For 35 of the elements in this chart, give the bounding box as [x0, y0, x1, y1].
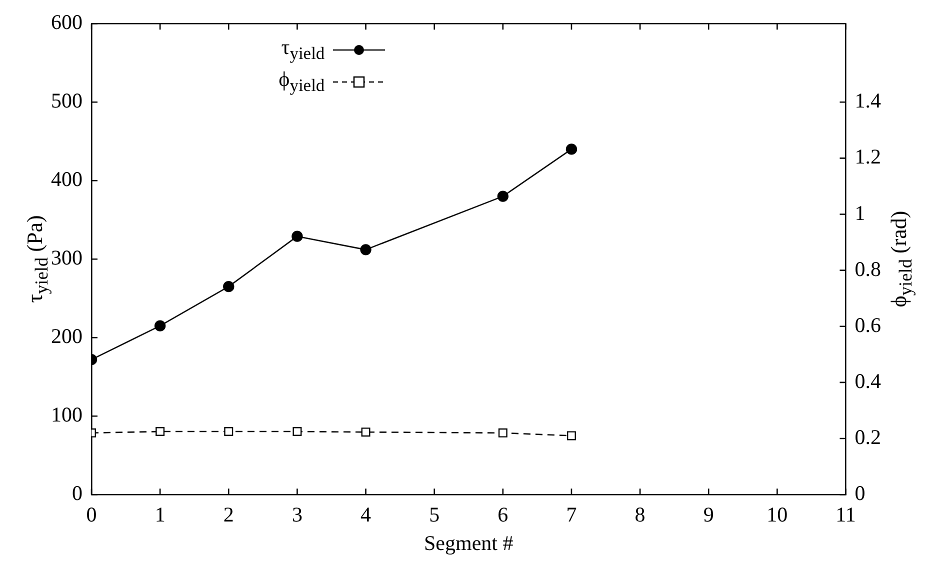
y-tick-label: 600: [51, 10, 82, 34]
point: [566, 144, 578, 155]
legend-label: τ$_{yield}$: [281, 34, 325, 65]
x-tick-label: 11: [836, 502, 856, 527]
y2-tick-label: 1: [854, 200, 866, 225]
y-tick-label: 100: [51, 402, 82, 427]
y2-tick-label: 1.2: [854, 144, 881, 169]
x-tick-label: 5: [429, 502, 440, 527]
y2-tick-label: 0: [854, 481, 866, 506]
y2-tick-label: 0.4: [854, 368, 882, 393]
point: [360, 244, 372, 256]
x-tick-label: 7: [566, 502, 577, 527]
point: [292, 230, 303, 242]
x-tick-label: 10: [766, 502, 788, 527]
y2-tick-label: 0.6: [854, 312, 881, 337]
x-tick-label: 4: [360, 502, 372, 527]
x-tick-label: 1: [154, 502, 166, 527]
point: [154, 320, 166, 332]
y-tick-label: 300: [51, 246, 82, 270]
x-axis-title: Segment #: [424, 530, 514, 555]
y2-tick-label: 0.2: [854, 425, 881, 450]
x-tick-label: 9: [703, 502, 714, 527]
x-tick-label: 2: [223, 502, 234, 527]
y-tick-label: 200: [51, 324, 82, 348]
legend-label: ϕ$_{yield}$: [278, 66, 325, 97]
point: [223, 280, 234, 292]
y-tick-label: 0: [72, 481, 82, 506]
x-tick-label: 6: [498, 502, 508, 527]
y2-tick-label: 0.8: [854, 256, 881, 281]
x-tick-label: 8: [634, 502, 646, 527]
y-tick-label: 400: [51, 167, 82, 192]
y-tick-label: 500: [51, 88, 82, 113]
y2-tick-label: 1.4: [854, 88, 882, 113]
x-tick-label: 3: [292, 502, 302, 527]
point: [497, 190, 509, 202]
